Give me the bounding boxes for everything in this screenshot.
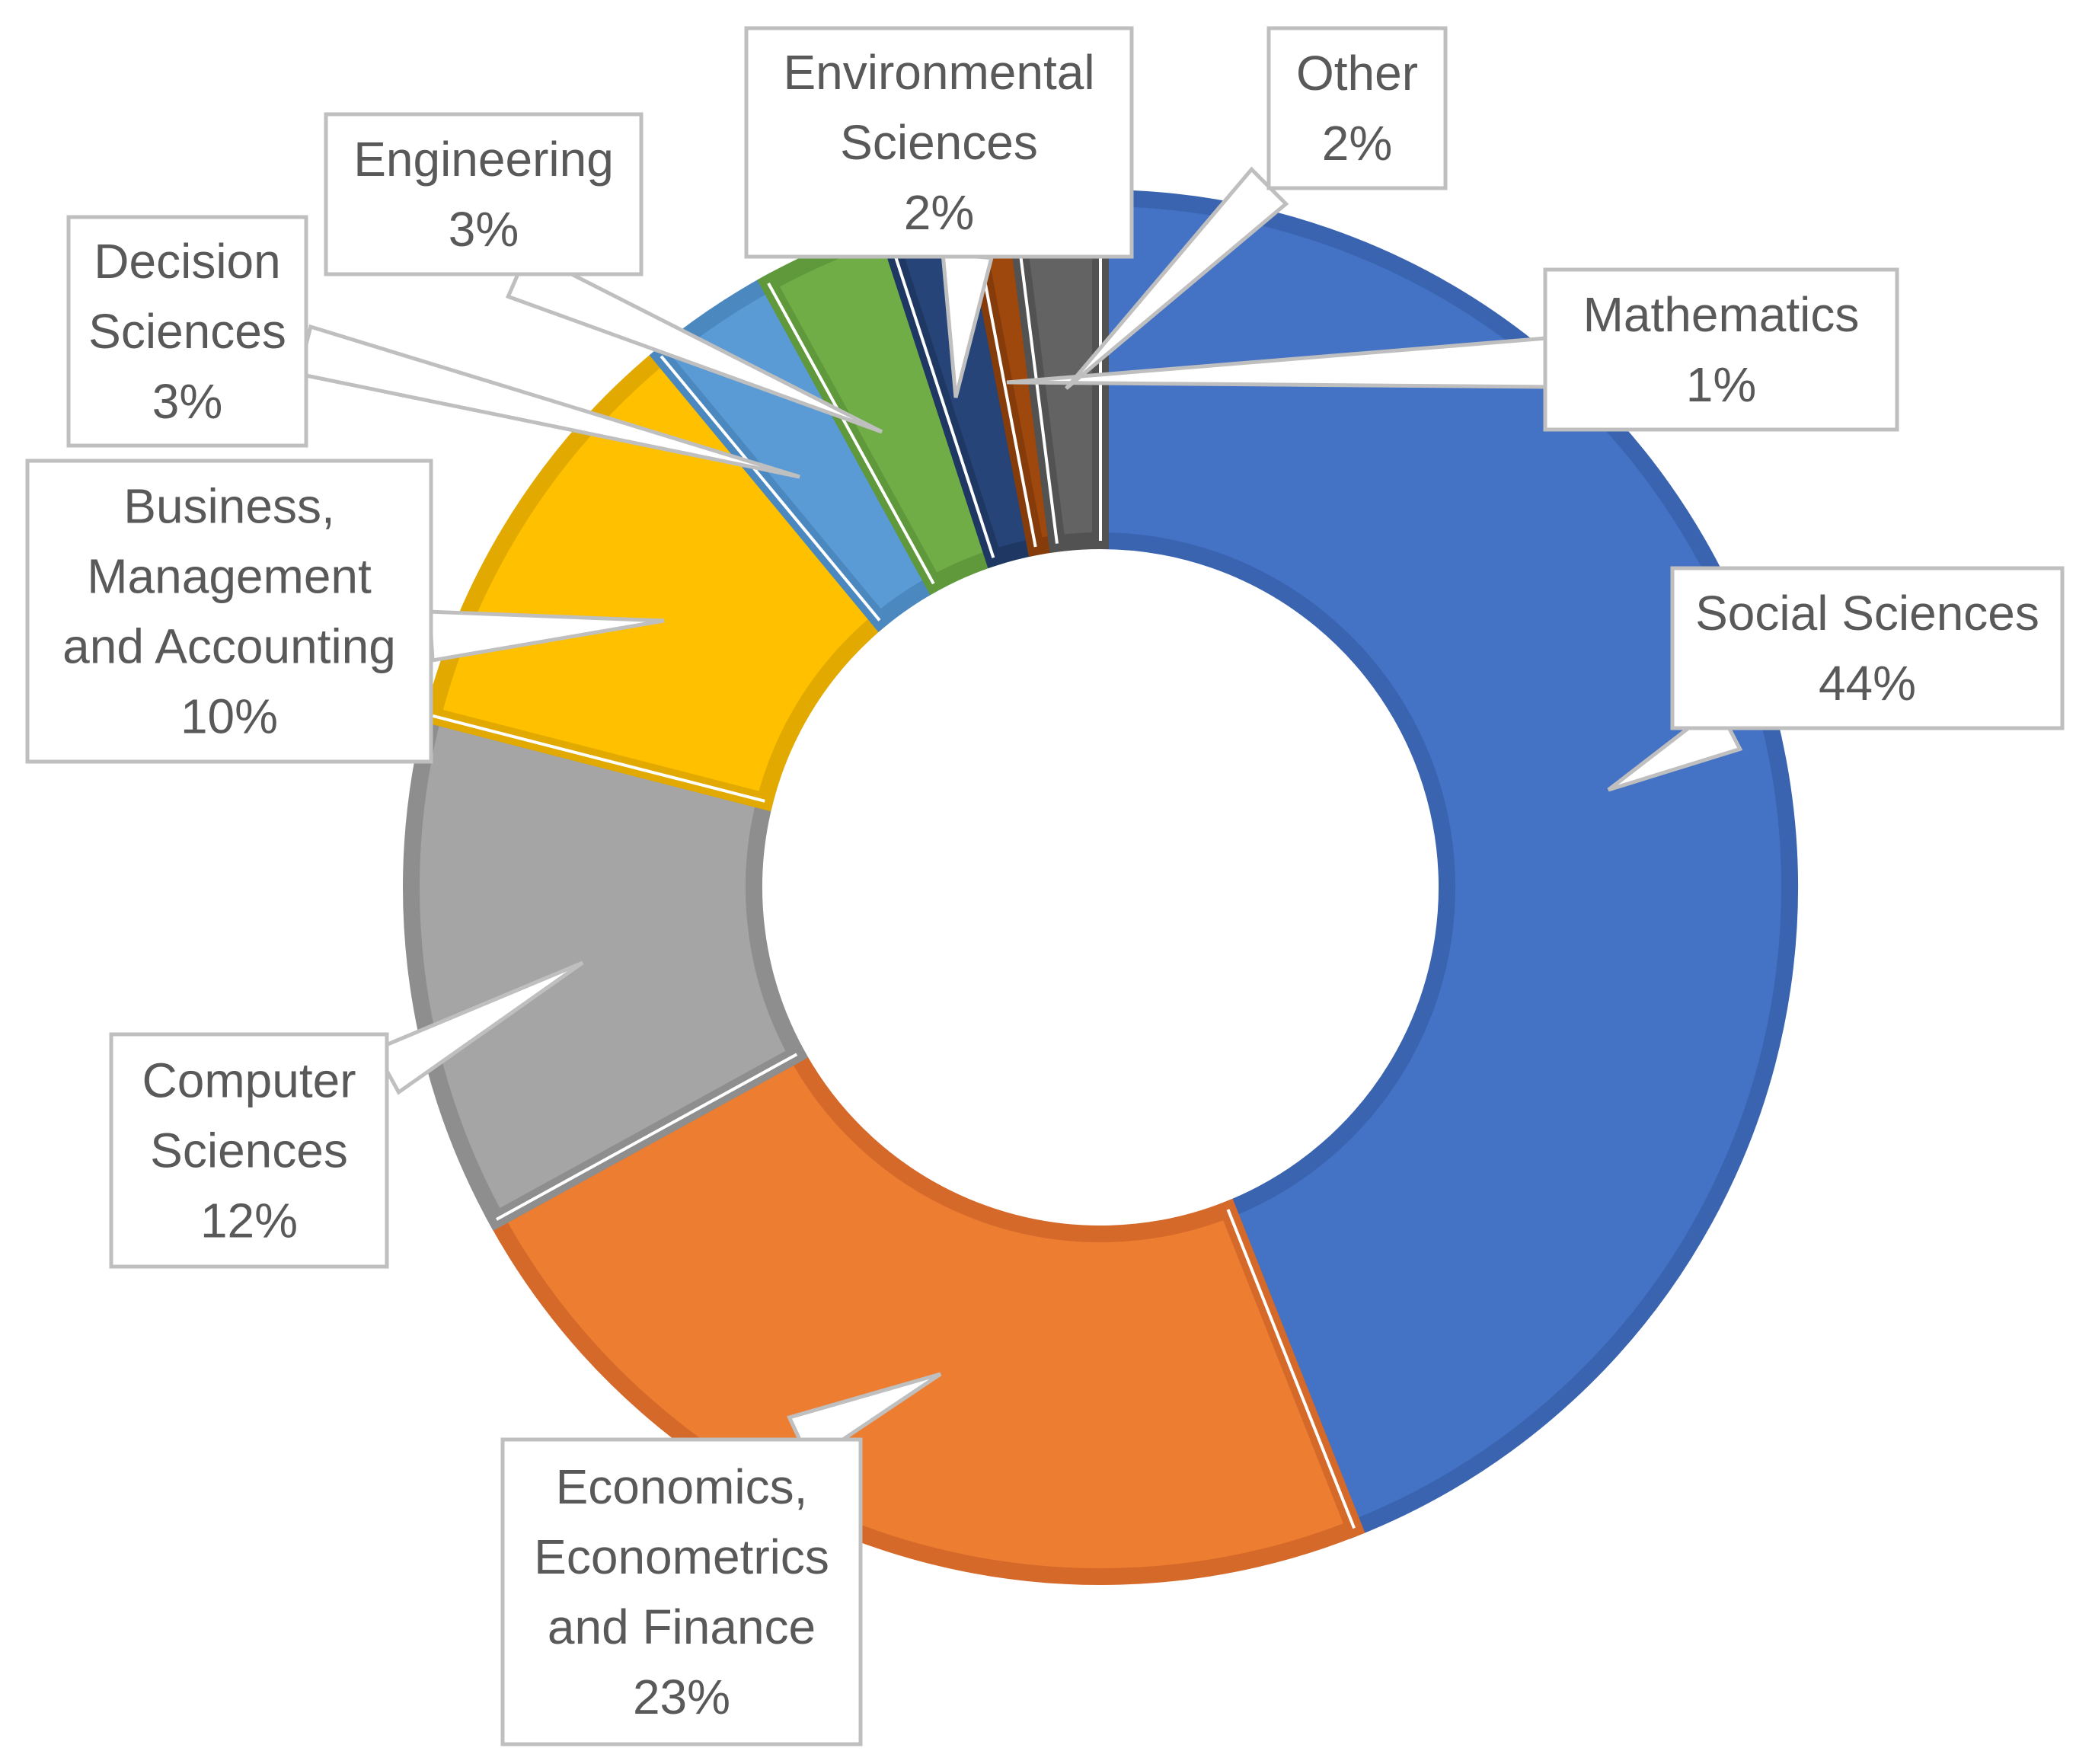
- data-label-category: and Accounting: [62, 619, 396, 674]
- slice-business-management-and-accounting: [423, 344, 892, 812]
- data-label-category: Sciences: [150, 1123, 348, 1178]
- callout-box: [25, 459, 433, 764]
- data-label-category: Environmental: [783, 45, 1094, 100]
- callout-environmental-sciences: Environmental Sciences 2%: [744, 26, 1134, 259]
- data-label-percent: 3%: [449, 202, 519, 257]
- slice-separator: [495, 1053, 798, 1221]
- callout-computer-sciences: Computer Sciences 12%: [109, 1032, 389, 1269]
- data-label-category: Management: [87, 549, 372, 604]
- data-label-category: Sciences: [88, 304, 286, 359]
- data-label-category: Computer: [142, 1053, 356, 1108]
- chart-slices: [403, 189, 1798, 1585]
- data-label-category: Mathematics: [1583, 287, 1860, 342]
- callout-engineering: Engineering 3%: [324, 112, 644, 276]
- callout-box: [1543, 267, 1899, 432]
- callout-box: [744, 26, 1134, 259]
- data-label-percent: 1%: [1686, 357, 1757, 412]
- data-label-category: Other: [1296, 46, 1418, 101]
- data-label-category: Business,: [123, 479, 334, 534]
- slice-separator: [886, 231, 995, 558]
- callout-box: [324, 112, 644, 276]
- slice-separator: [767, 282, 935, 585]
- data-label-percent: 2%: [1322, 116, 1393, 171]
- data-label-category: Sciences: [840, 115, 1038, 170]
- data-label-percent: 3%: [152, 374, 223, 429]
- callout-social-sciences: Social Sciences 44%: [1670, 566, 2065, 730]
- data-label-category: Social Sciences: [1695, 586, 2039, 641]
- data-label-percent: 23%: [633, 1670, 730, 1724]
- data-label-category: Decision: [94, 234, 280, 289]
- callout-box: [500, 1437, 863, 1746]
- slice-separator: [1226, 1209, 1356, 1529]
- callout-box: [66, 215, 308, 448]
- callout-labels: Social Sciences44%Mathematics1%Other2%En…: [25, 26, 2065, 1746]
- data-label-category: Engineering: [353, 132, 614, 187]
- data-label-percent: 10%: [180, 689, 278, 744]
- callout-business: Business, Management and Accounting 10%: [25, 459, 433, 764]
- callout-mathematics: Mathematics 1%: [1543, 267, 1899, 432]
- callout-box: [1670, 566, 2065, 730]
- data-label-percent: 44%: [1819, 656, 1916, 711]
- slice-separator: [432, 714, 765, 803]
- callout-decision-sciences: Decision Sciences 3%: [66, 215, 308, 448]
- callout-box: [109, 1032, 389, 1269]
- data-label-percent: 2%: [904, 185, 975, 240]
- callout-leaders: [296, 166, 1743, 1465]
- slice-separator: [1012, 203, 1059, 544]
- data-label-category: Economics,: [556, 1459, 808, 1514]
- callout-economics: Economics, Econometrics and Finance 23%: [500, 1437, 863, 1746]
- data-label-category: Econometrics: [534, 1529, 829, 1584]
- callout-box: [1266, 26, 1448, 190]
- data-label-category: and Finance: [548, 1599, 816, 1654]
- callout-other: Other 2%: [1266, 26, 1448, 190]
- data-label-percent: 12%: [200, 1194, 298, 1248]
- slice-separator: [660, 355, 881, 622]
